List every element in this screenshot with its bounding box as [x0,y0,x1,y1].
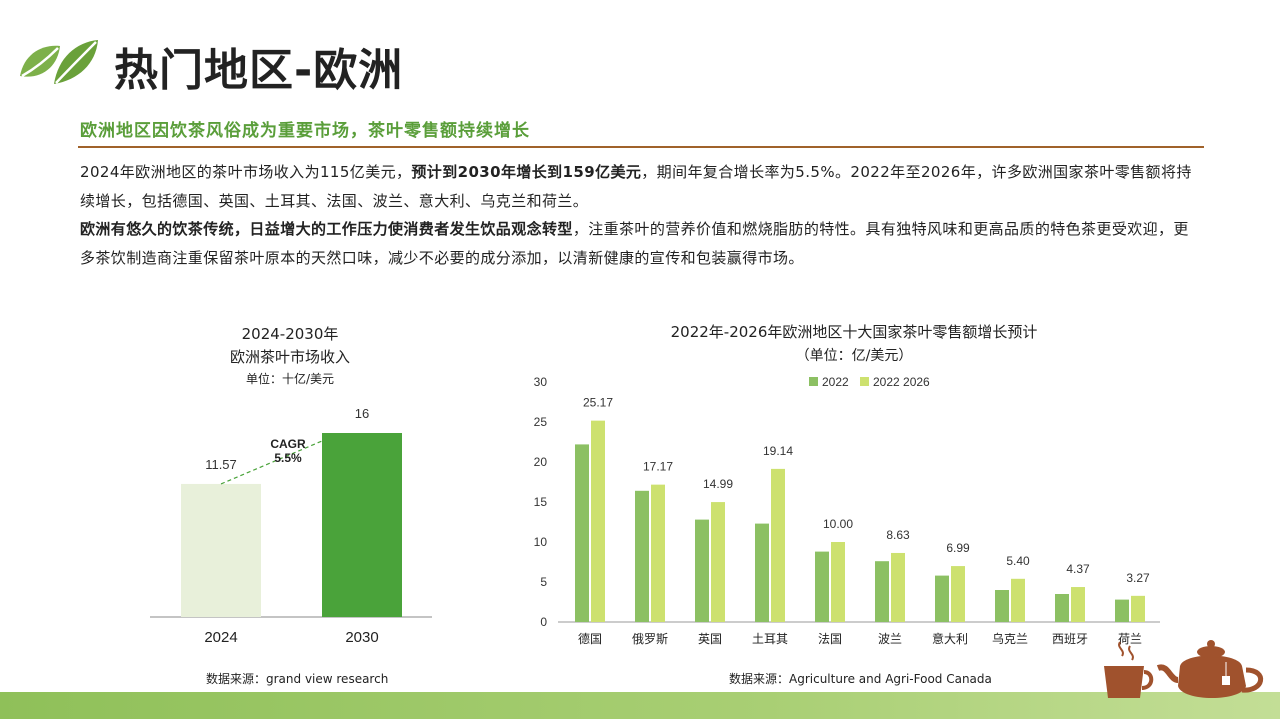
chart2-value-label: 14.99 [703,477,733,491]
body-text: 2024年欧洲地区的茶叶市场收入为115亿美元，预计到2030年增长到159亿美… [80,158,1200,272]
chart2-y-tick-label: 10 [534,535,548,549]
chart2-value-label: 3.27 [1126,571,1150,585]
chart2-bar-2022 [995,590,1009,622]
chart2-bar-2022 [1115,599,1129,622]
chart2-bar-2026 [951,566,965,622]
chart2-bar-2022 [575,444,589,622]
chart2-value-label: 5.40 [1006,554,1030,568]
chart2-y-axis: 0 5 10 15 20 25 30 [534,375,548,629]
chart1-category-label-2030: 2030 [345,629,378,646]
chart2-bar-2022 [695,519,709,622]
chart2-category-label: 荷兰 [1118,632,1142,646]
legend-label-2026: 2022 2026 [873,375,930,389]
chart2-y-tick-label: 30 [534,375,548,389]
chart1-bar-2024 [181,483,261,617]
chart2-bar-2022 [875,561,889,622]
chart2-bar-2026 [1071,587,1085,622]
chart2-category-label: 德国 [578,631,602,646]
chart2-category-label: 法国 [818,632,842,646]
chart2-category-label: 英国 [698,632,722,646]
chart2-category-label: 西班牙 [1052,632,1088,646]
chart2-bars: 25.17 德国 17.17 俄罗斯 14.99 英国 19.14 土耳其 10.00 法国 8.6… [575,396,1150,646]
chart2-bar-2026 [1131,595,1145,622]
paragraph-2: 欧洲有悠久的饮茶传统，日益增大的工作压力使消费者发生饮品观念转型，注重茶叶的营养… [80,215,1200,272]
chart2-category-label: 土耳其 [752,632,788,646]
chart1-title-line1: 2024-2030年 [241,325,339,343]
chart2-y-tick-label: 20 [534,455,548,469]
legend-swatch-2022 [809,377,818,386]
chart2-source: 数据来源：Agriculture and Agri-Food Canada [729,672,992,686]
chart2-value-label: 4.37 [1066,562,1090,576]
chart2-value-label: 8.63 [886,528,910,542]
chart1-category-label-2024: 2024 [204,629,237,646]
paragraph-1: 2024年欧洲地区的茶叶市场收入为115亿美元，预计到2030年增长到159亿美… [80,158,1200,215]
chart2-y-tick-label: 5 [540,575,547,589]
page-title: 热门地区-欧洲 [114,45,404,96]
p1-text-a: 2024年欧洲地区的茶叶市场收入为115亿美元， [80,163,412,181]
chart2-bar-2022 [935,575,949,622]
chart1-value-label-2030: 16 [355,406,369,421]
chart2-bar-2026 [771,468,785,622]
chart2-category-label: 波兰 [878,632,902,646]
p1-text-bold: 预计到2030年增长到159亿美元 [411,163,642,181]
p2-text-b: ，注重茶叶的营养价值和燃烧脂肪的特性。具有独特风味和更高品质的特色茶更受欢迎，更… [80,220,1189,267]
chart2-value-label: 19.14 [763,444,793,458]
chart2-bar-2022 [815,551,829,622]
chart2-bar-2026 [831,542,845,622]
chart1-bar-2030 [322,433,402,617]
leaf-logo-icon [20,40,98,84]
chart2-title: 2022年-2026年欧洲地区十大国家茶叶零售额增长预计 [671,323,1038,341]
chart2-bar-2022 [755,523,769,622]
chart2-bar-2026 [651,484,665,622]
chart2-value-label: 25.17 [583,396,613,410]
chart2-y-tick-label: 0 [540,615,547,629]
chart2-bar-2026 [591,420,605,622]
chart2-bar-2026 [1011,578,1025,622]
legend-label-2022: 2022 [822,375,849,389]
chart2-bar-2026 [891,552,905,622]
chart1-cagr-value: 5.5% [274,451,302,465]
teapot-icon [1104,640,1264,698]
chart2-y-tick-label: 25 [534,415,548,429]
section-subtitle: 欧洲地区因饮茶风俗成为重要市场，茶叶零售额持续增长 [80,121,530,141]
chart2-bar-2022 [635,490,649,622]
chart1-unit: 单位：十亿/美元 [245,372,335,386]
legend-swatch-2026 [860,377,869,386]
divider-rule [78,146,1204,148]
chart2-value-label: 17.17 [643,460,673,474]
chart2-bar-2026 [711,502,725,622]
chart2-value-label: 10.00 [823,517,853,531]
p2-text-bold: 欧洲有悠久的饮茶传统，日益增大的工作压力使消费者发生饮品观念转型 [80,220,573,238]
chart2-value-label: 6.99 [946,541,970,555]
chart2-category-label: 乌克兰 [992,631,1028,646]
bottom-band [0,692,1280,719]
chart2-bar-2022 [1055,594,1069,622]
chart2-category-label: 俄罗斯 [632,632,668,646]
chart2-unit: （单位：亿/美元） [796,348,913,364]
p1-text-c: ，期间年复合增长率为5.5%。2022年至2026年，许多欧洲国家茶叶零售额将持… [80,163,1192,210]
chart2-category-label: 意大利 [932,631,968,646]
chart1-value-label-2024: 11.57 [205,457,237,472]
chart1-cagr-label: CAGR [270,437,306,451]
chart1-cagr-line [220,440,323,485]
chart2-y-tick-label: 15 [534,495,548,509]
chart1-source: 数据来源：grand view research [206,672,389,686]
chart1-title-line2: 欧洲茶叶市场收入 [229,348,350,366]
